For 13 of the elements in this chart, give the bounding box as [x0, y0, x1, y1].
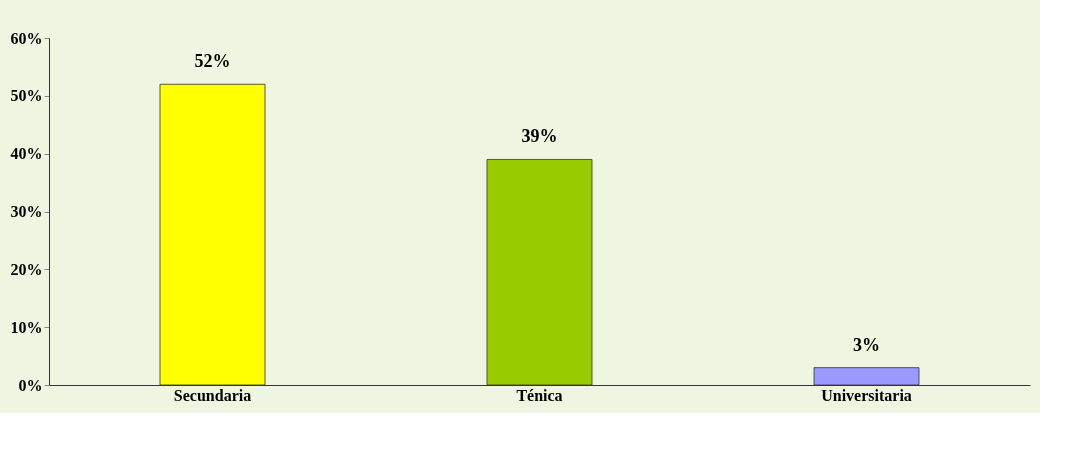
x-tick-label: Ténica	[516, 386, 563, 404]
y-tick-label: 0%	[18, 376, 43, 394]
data-label: 3%	[853, 334, 880, 355]
data-label: 52%	[194, 51, 231, 72]
data-label: 39%	[521, 126, 558, 147]
x-tick-label: Secundaria	[173, 386, 252, 404]
y-tick-label: 10%	[10, 318, 43, 336]
y-tick-label: 30%	[10, 203, 43, 220]
y-tick-label: 50%	[10, 87, 43, 105]
y-tick-label: 40%	[10, 145, 43, 163]
x-tick-label: Universitaria	[821, 386, 912, 404]
y-tick-label: 60%	[10, 29, 43, 47]
y-tick-label: 20%	[10, 260, 43, 278]
